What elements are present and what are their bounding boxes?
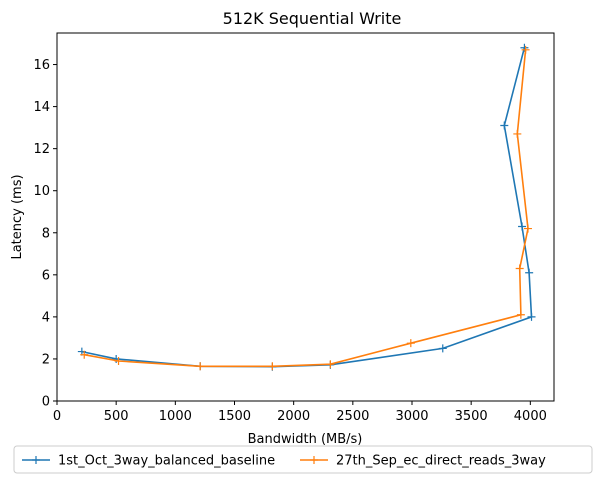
data-point xyxy=(527,312,536,321)
series-layer xyxy=(77,43,536,371)
y-axis-label: Latency (ms) xyxy=(10,174,25,259)
data-point xyxy=(513,129,522,138)
y-tick-label: 8 xyxy=(42,226,50,241)
y-tick-label: 10 xyxy=(33,184,50,199)
data-point xyxy=(406,339,415,348)
plot-area xyxy=(56,32,555,402)
legend-item: 27th_Sep_ec_direct_reads_3way xyxy=(300,454,546,469)
legend: 1st_Oct_3way_balanced_baseline 27th_Sep_e… xyxy=(13,445,593,474)
x-tick-label: 500 xyxy=(104,409,129,424)
series-2 xyxy=(80,45,532,371)
data-point xyxy=(268,362,277,371)
x-tick-label: 1000 xyxy=(159,409,192,424)
data-point xyxy=(326,360,335,369)
data-point xyxy=(438,344,447,353)
legend-label: 1st_Oct_3way_balanced_baseline xyxy=(58,454,275,469)
x-tick-label: 4000 xyxy=(514,409,547,424)
x-tick-label: 1500 xyxy=(218,409,251,424)
data-point xyxy=(515,264,524,273)
legend-marker xyxy=(310,456,318,464)
y-tick-label: 12 xyxy=(33,142,50,157)
y-tick-label: 2 xyxy=(42,352,50,367)
legend-label: 27th_Sep_ec_direct_reads_3way xyxy=(336,454,546,469)
data-point xyxy=(520,43,529,52)
y-axis: 0 2 4 6 8 10 12 14 16 xyxy=(33,58,57,410)
x-axis: 0 500 1000 1500 2000 2500 3000 3500 4000 xyxy=(53,401,547,424)
y-tick-label: 16 xyxy=(33,58,50,73)
y-tick-label: 6 xyxy=(42,268,50,283)
data-point xyxy=(500,121,509,130)
y-tick-label: 14 xyxy=(33,100,50,115)
series-1 xyxy=(77,43,536,371)
data-point xyxy=(114,357,123,366)
data-point xyxy=(521,45,530,54)
x-axis-label: Bandwidth (MB/s) xyxy=(248,432,363,447)
x-tick-label: 2000 xyxy=(277,409,310,424)
series-line xyxy=(81,47,533,368)
data-point xyxy=(525,268,534,277)
y-tick-label: 0 xyxy=(42,395,50,410)
legend-item: 1st_Oct_3way_balanced_baseline xyxy=(22,454,275,469)
x-tick-label: 3500 xyxy=(455,409,488,424)
legend-marker xyxy=(32,456,40,464)
data-point xyxy=(196,362,205,371)
data-point xyxy=(518,222,527,231)
x-tick-label: 2500 xyxy=(336,409,369,424)
x-tick-label: 3000 xyxy=(395,409,428,424)
chart-title: 512K Sequential Write xyxy=(223,9,402,28)
data-point xyxy=(516,310,525,319)
y-tick-label: 4 xyxy=(42,310,50,325)
series-line xyxy=(84,49,529,368)
data-point xyxy=(80,350,89,359)
data-point xyxy=(523,224,532,233)
x-tick-label: 0 xyxy=(53,409,61,424)
